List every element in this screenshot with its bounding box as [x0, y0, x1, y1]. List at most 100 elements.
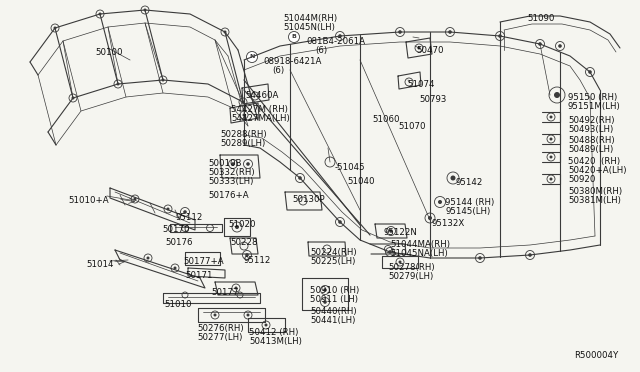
- Text: 54427MA(LH): 54427MA(LH): [231, 114, 290, 123]
- Text: N: N: [250, 55, 255, 60]
- Circle shape: [245, 253, 249, 257]
- Circle shape: [588, 70, 592, 74]
- Circle shape: [398, 30, 402, 34]
- Text: 50920: 50920: [568, 175, 595, 184]
- Text: 50489(LH): 50489(LH): [568, 145, 613, 154]
- Text: 50225(LH): 50225(LH): [310, 257, 355, 266]
- Circle shape: [116, 83, 120, 86]
- Text: 95144 (RH): 95144 (RH): [445, 198, 494, 207]
- Circle shape: [241, 100, 244, 103]
- Circle shape: [550, 138, 552, 141]
- Text: 50177+A: 50177+A: [183, 257, 223, 266]
- Text: 50420+A(LH): 50420+A(LH): [568, 166, 627, 175]
- Circle shape: [448, 30, 452, 34]
- Circle shape: [143, 9, 147, 12]
- Text: 50276(RH): 50276(RH): [197, 324, 244, 333]
- Text: 51010: 51010: [164, 300, 191, 309]
- Text: 51040: 51040: [347, 177, 374, 186]
- Text: R500004Y: R500004Y: [574, 351, 618, 360]
- Circle shape: [298, 176, 302, 180]
- Text: 50488(RH): 50488(RH): [568, 136, 614, 145]
- Text: 50176+A: 50176+A: [208, 191, 248, 200]
- Circle shape: [243, 113, 246, 116]
- Text: 50440(RH): 50440(RH): [310, 307, 356, 316]
- Text: 50171: 50171: [185, 271, 212, 280]
- Text: 50176: 50176: [165, 238, 193, 247]
- Circle shape: [554, 92, 560, 98]
- Circle shape: [550, 177, 552, 180]
- Text: 50277(LH): 50277(LH): [197, 333, 243, 342]
- Circle shape: [99, 13, 102, 16]
- Text: (6): (6): [315, 46, 327, 55]
- Circle shape: [451, 176, 456, 180]
- Text: 95132X: 95132X: [432, 219, 465, 228]
- Circle shape: [166, 208, 170, 211]
- Circle shape: [246, 314, 250, 317]
- Text: 50413M(LH): 50413M(LH): [249, 337, 302, 346]
- Text: 51045NA(LH): 51045NA(LH): [390, 249, 448, 258]
- Text: 54460A: 54460A: [245, 91, 278, 100]
- Circle shape: [528, 253, 532, 257]
- Text: 50793: 50793: [419, 95, 446, 104]
- Text: 50289(LH): 50289(LH): [220, 139, 265, 148]
- Circle shape: [173, 266, 177, 269]
- Circle shape: [558, 44, 562, 48]
- Text: 50130P: 50130P: [292, 195, 324, 204]
- Circle shape: [550, 155, 552, 158]
- Text: 50228: 50228: [230, 238, 257, 247]
- Circle shape: [550, 115, 552, 119]
- Text: 51070: 51070: [398, 122, 426, 131]
- Text: 50332(RH): 50332(RH): [208, 168, 255, 177]
- Circle shape: [134, 198, 136, 201]
- Text: 50910 (RH): 50910 (RH): [310, 286, 359, 295]
- Circle shape: [438, 200, 442, 204]
- Text: 51090: 51090: [527, 14, 554, 23]
- Circle shape: [338, 220, 342, 224]
- Text: 51045N(LH): 51045N(LH): [283, 23, 335, 32]
- Text: 08918-6421A: 08918-6421A: [263, 57, 321, 66]
- Circle shape: [246, 162, 250, 166]
- Text: 51014: 51014: [86, 260, 113, 269]
- Text: 50177: 50177: [211, 288, 239, 297]
- Text: 51010+A: 51010+A: [68, 196, 109, 205]
- Circle shape: [161, 78, 164, 81]
- Circle shape: [235, 225, 239, 229]
- Text: (6): (6): [272, 66, 284, 75]
- Text: 51060: 51060: [372, 115, 399, 124]
- Circle shape: [399, 260, 401, 263]
- Circle shape: [389, 229, 393, 233]
- Text: 50492(RH): 50492(RH): [568, 116, 614, 125]
- Circle shape: [54, 26, 56, 29]
- Text: 50412 (RH): 50412 (RH): [249, 328, 298, 337]
- Text: 50010B: 50010B: [208, 159, 241, 168]
- Text: 95145(LH): 95145(LH): [445, 207, 490, 216]
- Circle shape: [183, 210, 187, 214]
- Text: B: B: [292, 35, 296, 39]
- Text: 50911 (LH): 50911 (LH): [310, 295, 358, 304]
- Text: 51074: 51074: [407, 80, 435, 89]
- Circle shape: [323, 288, 327, 292]
- Circle shape: [214, 314, 216, 317]
- Circle shape: [289, 32, 300, 42]
- Circle shape: [417, 46, 420, 49]
- Circle shape: [223, 31, 227, 33]
- Text: 50278(RH): 50278(RH): [388, 263, 435, 272]
- Circle shape: [231, 162, 235, 166]
- Text: 51020: 51020: [228, 220, 255, 229]
- Text: 95151M(LH): 95151M(LH): [568, 102, 621, 111]
- Text: 95150 (RH): 95150 (RH): [568, 93, 617, 102]
- Circle shape: [498, 34, 502, 38]
- Text: 50224(RH): 50224(RH): [310, 248, 356, 257]
- Text: 95122N: 95122N: [383, 228, 417, 237]
- Text: 50279(LH): 50279(LH): [388, 272, 433, 281]
- Circle shape: [388, 250, 392, 254]
- Circle shape: [538, 42, 542, 46]
- Circle shape: [264, 324, 268, 327]
- Circle shape: [428, 216, 432, 220]
- Text: 50420  (RH): 50420 (RH): [568, 157, 620, 166]
- Text: 50493(LH): 50493(LH): [568, 125, 613, 134]
- Text: 50380M(RH): 50380M(RH): [568, 187, 622, 196]
- Text: 50288(RH): 50288(RH): [220, 130, 267, 139]
- Text: 51044M(RH): 51044M(RH): [283, 14, 337, 23]
- Text: 95142: 95142: [455, 178, 483, 187]
